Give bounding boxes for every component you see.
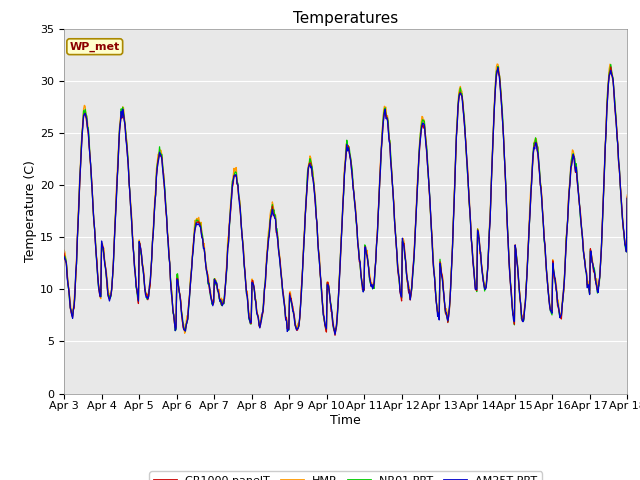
Title: Temperatures: Temperatures <box>293 11 398 26</box>
Legend: CR1000 panelT, HMP, NR01 PRT, AM25T PRT: CR1000 panelT, HMP, NR01 PRT, AM25T PRT <box>149 471 542 480</box>
Text: WP_met: WP_met <box>70 42 120 52</box>
Y-axis label: Temperature (C): Temperature (C) <box>24 160 37 262</box>
X-axis label: Time: Time <box>330 414 361 427</box>
